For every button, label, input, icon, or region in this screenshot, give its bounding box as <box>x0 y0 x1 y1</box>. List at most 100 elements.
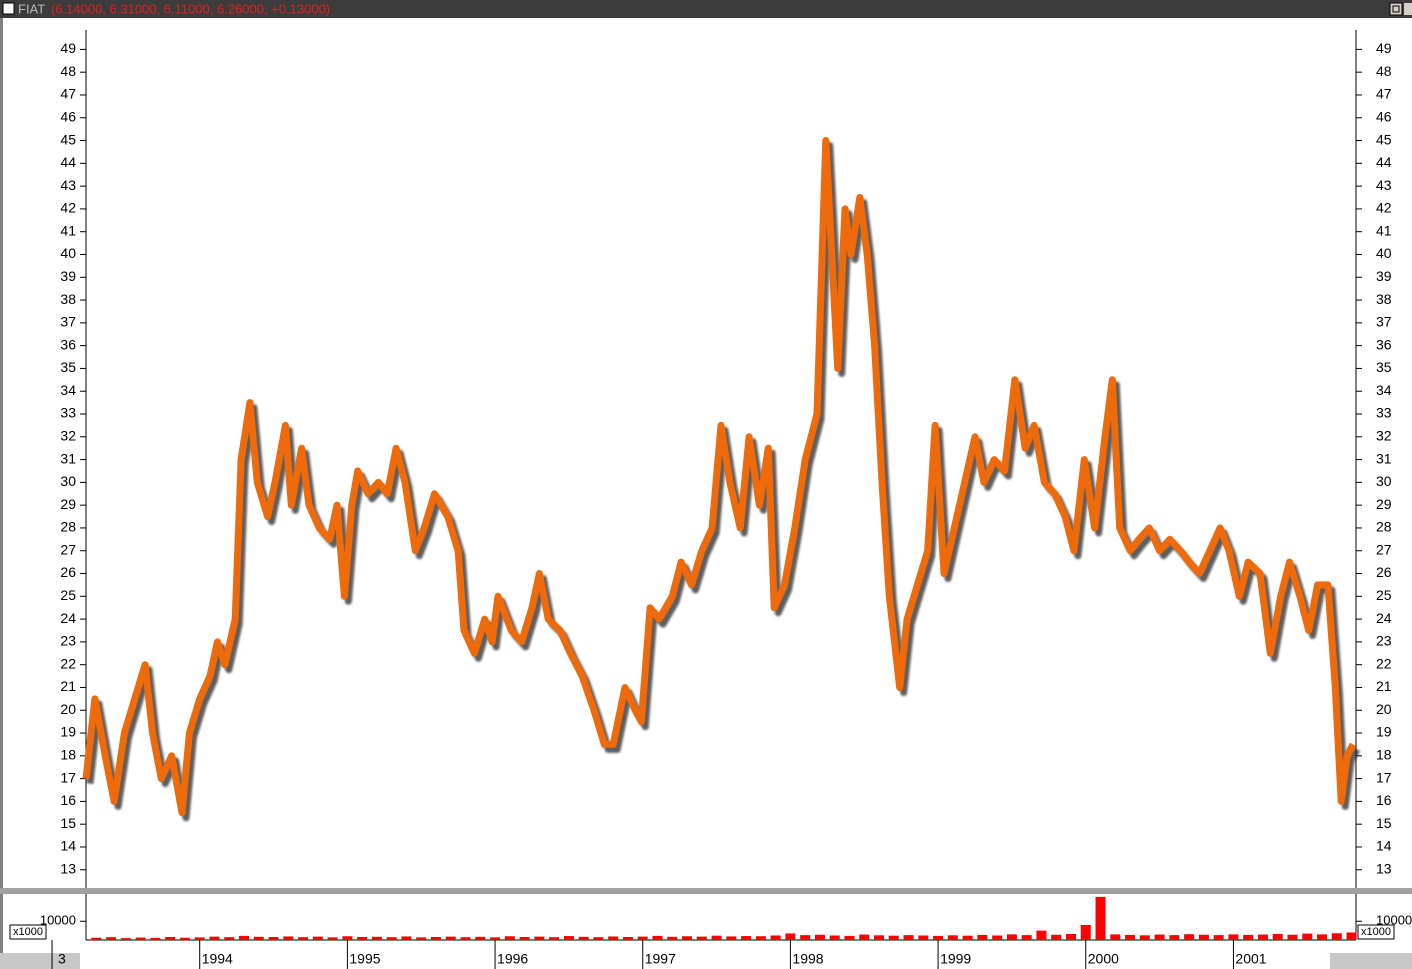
volume-bar <box>608 936 619 940</box>
y2-tick-label: 23 <box>1376 633 1392 649</box>
price-line <box>82 137 1357 817</box>
volume-bar <box>578 936 589 940</box>
y2-tick-label: 39 <box>1376 268 1392 284</box>
y-tick-label: 17 <box>60 769 76 785</box>
y-tick-label: 13 <box>60 860 76 876</box>
volume-bar <box>416 937 427 940</box>
x-tick-label: 1995 <box>349 951 380 967</box>
volume-bar <box>430 937 441 940</box>
volume-bar <box>1021 935 1032 940</box>
multiplier-badge <box>9 924 47 940</box>
volume-bar <box>888 935 899 940</box>
volume-bar <box>1184 934 1195 940</box>
multiplier-badge-right-label: x1000 <box>1361 926 1391 938</box>
y-tick-label: 38 <box>60 291 76 307</box>
volume-bar <box>179 937 190 940</box>
maximize-button[interactable] <box>1389 2 1403 16</box>
y-tick-label: 20 <box>60 701 76 717</box>
x-tick-label: 1998 <box>792 951 823 967</box>
volume-bar <box>800 935 811 940</box>
volume-bar <box>947 935 958 940</box>
volume-bar <box>992 935 1003 940</box>
y-tick-label: 44 <box>60 154 76 170</box>
volume-bar <box>1198 934 1209 940</box>
y2-tick-label: 19 <box>1376 724 1392 740</box>
volume-bar <box>401 936 412 940</box>
y2-tick-label: 20 <box>1376 701 1392 717</box>
y-tick-label: 42 <box>60 200 76 216</box>
volume-bar <box>1317 934 1328 940</box>
y-tick-label: 35 <box>60 359 76 375</box>
volume-bar <box>918 935 929 940</box>
y2-tick-label: 13 <box>1376 860 1392 876</box>
y-tick-label: 21 <box>60 678 76 694</box>
y2-tick-label: 44 <box>1376 154 1392 170</box>
volume-bar <box>1154 934 1165 940</box>
panel-splitter[interactable] <box>0 888 1412 894</box>
volume-bar <box>239 935 250 940</box>
title-bar <box>0 0 1412 18</box>
volume-bar <box>357 937 368 940</box>
y2-tick-label: 47 <box>1376 86 1392 102</box>
volume-bar <box>563 936 574 940</box>
volume-bar <box>1272 934 1283 940</box>
x-tick-label: 1997 <box>645 951 676 967</box>
y-tick-label: 14 <box>60 838 76 854</box>
y2-tick-label: 48 <box>1376 63 1392 79</box>
volume-bar <box>519 937 530 940</box>
volume-bar <box>386 937 397 940</box>
y2-tick-label: 30 <box>1376 473 1392 489</box>
volume-bar <box>209 936 220 940</box>
scrollbar-left[interactable] <box>0 953 80 969</box>
volume-bar <box>1346 932 1357 940</box>
y-tick-label: 22 <box>60 655 76 671</box>
y2-tick-label: 33 <box>1376 405 1392 421</box>
volume-bar <box>1287 934 1298 940</box>
y2-tick-label: 38 <box>1376 291 1392 307</box>
volume-bar <box>150 937 161 940</box>
y2-tick-label: 42 <box>1376 200 1392 216</box>
volume-bar <box>91 937 102 940</box>
y-tick-label: 49 <box>60 40 76 56</box>
volume-bar <box>637 936 648 940</box>
y2-tick-label: 45 <box>1376 131 1392 147</box>
volume-bar <box>1169 935 1180 940</box>
y2-tick-label: 49 <box>1376 40 1392 56</box>
volume-bar <box>652 935 663 940</box>
volume-bar <box>106 937 117 940</box>
window-icon[interactable] <box>2 2 15 15</box>
scrollbar-right[interactable] <box>1330 953 1412 969</box>
cropped-button[interactable] <box>1404 3 1412 15</box>
multiplier-badge-label: x1000 <box>13 926 43 938</box>
y2-tick-label: 26 <box>1376 564 1392 580</box>
volume-bar <box>135 937 146 940</box>
volume-bar <box>460 937 471 940</box>
y-tick-label: 30 <box>60 473 76 489</box>
y2-tick-label: 46 <box>1376 108 1392 124</box>
volume-bar <box>1110 934 1121 940</box>
y2-tick-label: 34 <box>1376 382 1392 398</box>
volume-bar <box>933 935 944 940</box>
volume-bar <box>844 935 855 940</box>
volume-bar <box>874 935 885 940</box>
x-tick-label: 1999 <box>940 951 971 967</box>
volume-bar <box>814 934 825 940</box>
volume-y2-tick-label: 10000 <box>1376 913 1412 928</box>
y2-tick-label: 43 <box>1376 177 1392 193</box>
volume-bar <box>490 937 501 940</box>
y2-tick-label: 14 <box>1376 838 1392 854</box>
volume-bar <box>859 934 870 940</box>
volume-bar <box>696 936 707 940</box>
x-tick-label: 3 <box>58 951 66 967</box>
volume-bar <box>977 934 988 940</box>
y2-tick-label: 32 <box>1376 427 1392 443</box>
volume-bar <box>1213 935 1224 940</box>
y2-tick-label: 16 <box>1376 792 1392 808</box>
plot-area: 13 13 14 14 15 15 16 16 17 17 18 18 19 19 20 20 21 21 22 22… <box>9 40 1412 969</box>
y-tick-label: 23 <box>60 633 76 649</box>
y-tick-label: 26 <box>60 564 76 580</box>
y2-tick-label: 18 <box>1376 747 1392 763</box>
x-tick-label: 1994 <box>202 951 233 967</box>
y-tick-label: 45 <box>60 131 76 147</box>
y2-tick-label: 15 <box>1376 815 1392 831</box>
